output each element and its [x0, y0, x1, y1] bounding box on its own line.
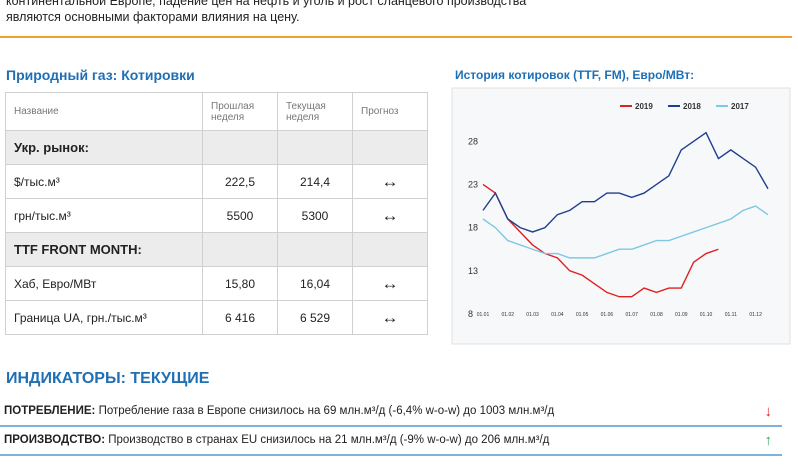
indicator-arrow: ↑ — [764, 432, 773, 449]
data-row: грн/тыс.м³ 5500 5300 ↔ — [5, 198, 428, 233]
empty-cell — [277, 130, 353, 165]
y-tick-label: 13 — [468, 266, 478, 276]
data-row: $/тыс.м³ 222,5 214,4 ↔ — [5, 164, 428, 199]
header-row: Название Прошлая неделя Текущая неделя Прог… — [5, 92, 428, 131]
cell: 15,80 — [202, 266, 278, 301]
x-tick-label: 01.02 — [502, 312, 515, 318]
header-cell: Прошлая неделя — [202, 92, 278, 131]
data-row: Граница UA, грн./тыс.м³ 6 416 6 529 ↔ — [5, 300, 428, 335]
cell: ↔ — [352, 266, 428, 301]
cell: $/тыс.м³ — [5, 164, 203, 199]
empty-cell — [352, 130, 428, 165]
indicator-row: ПРОИЗВОДСТВО: Производство в странах EU … — [0, 427, 782, 456]
section-label: TTF FRONT MONTH: — [5, 232, 203, 267]
x-tick-label: 01.08 — [650, 312, 663, 318]
cell: ↔ — [352, 198, 428, 233]
indicator-text: Потребление газа в Европе снизилось на 6… — [98, 405, 555, 417]
indicator-arrow: ↓ — [764, 403, 773, 420]
y-tick-label: 18 — [468, 223, 478, 233]
cell: Граница UA, грн./тыс.м³ — [5, 300, 203, 335]
chart-frame — [451, 87, 791, 345]
section-title: Природный газ: Котировки — [6, 67, 195, 83]
y-tick-label: 8 — [468, 309, 473, 319]
legend-label: 2017 — [731, 102, 749, 111]
indicator-label: ПОТРЕБЛЕНИЕ: — [4, 405, 96, 417]
x-tick-label: 01.09 — [675, 312, 688, 318]
cell: 5500 — [202, 198, 278, 233]
empty-cell — [202, 130, 278, 165]
x-tick-label: 01.03 — [526, 312, 539, 318]
series-line — [482, 205, 769, 259]
intro: континентальной Европе, падение цен на н… — [6, 0, 526, 25]
header-cell: Название — [5, 92, 203, 131]
x-tick-label: 01.07 — [625, 312, 638, 318]
section-label: Укр. рынок: — [5, 130, 203, 165]
quotes-table: Название Прошлая неделя Текущая неделя Прог… — [5, 92, 428, 335]
legend-label: 2018 — [683, 102, 701, 111]
header-cell: Прогноз — [352, 92, 428, 131]
cell: ↔ — [352, 164, 428, 199]
chart-title: История котировок (TTF, FM), Евро/МВт: — [455, 68, 695, 82]
intro-line: являются основными факторами влияния на … — [6, 10, 300, 24]
cell: ↔ — [352, 300, 428, 335]
separator — [0, 36, 792, 38]
x-tick-label: 01.05 — [576, 312, 589, 318]
cell: 6 529 — [277, 300, 353, 335]
x-tick-label: 01.01 — [477, 312, 490, 318]
section-title: ИНДИКАТОРЫ: ТЕКУЩИЕ — [6, 370, 210, 387]
x-tick-label: 01.12 — [749, 312, 762, 318]
intro-line: континентальной Европе, падение цен на н… — [6, 0, 527, 8]
indicator-label: ПРОИЗВОДСТВО: — [4, 434, 106, 446]
section-row: TTF FRONT MONTH: — [5, 232, 428, 267]
cell: 6 416 — [202, 300, 278, 335]
empty-cell — [352, 232, 428, 267]
series-line — [482, 183, 719, 298]
cell: 5300 — [277, 198, 353, 233]
cell: 214,4 — [277, 164, 353, 199]
x-tick-label: 01.06 — [601, 312, 614, 318]
indicator-row: ПОТРЕБЛЕНИЕ: Потребление газа в Европе с… — [0, 398, 782, 427]
empty-cell — [202, 232, 278, 267]
legend-label: 2019 — [635, 102, 653, 111]
x-tick-label: 01.10 — [700, 312, 713, 318]
data-row: Хаб, Евро/МВт 15,80 16,04 ↔ — [5, 266, 428, 301]
section-row: Укр. рынок: — [5, 130, 428, 165]
series-line — [482, 131, 769, 233]
y-tick-label: 23 — [468, 179, 478, 189]
y-tick-label: 28 — [468, 136, 478, 146]
x-tick-label: 01.04 — [551, 312, 564, 318]
x-tick-label: 01.11 — [725, 312, 737, 318]
indicator-text: Производство в странах EU снизилось на 2… — [108, 434, 550, 446]
header-cell: Текущая неделя — [277, 92, 353, 131]
